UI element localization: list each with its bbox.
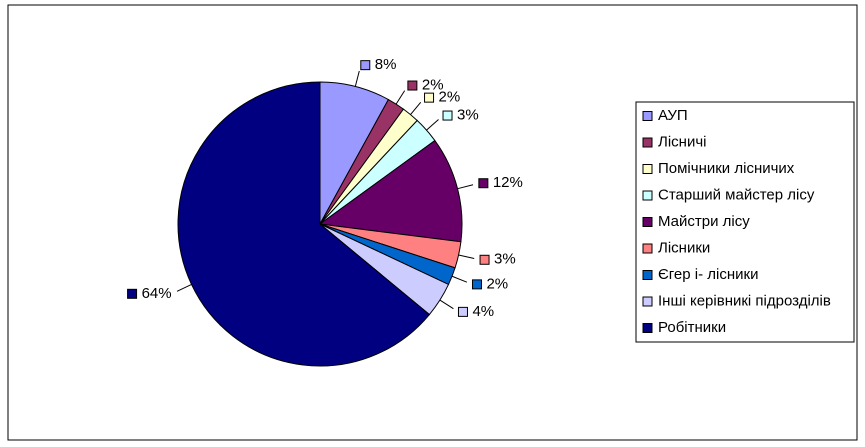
pie-slice	[318, 139, 463, 243]
legend-marker	[642, 190, 653, 201]
legend-marker	[642, 217, 653, 227]
legend-label: Лісники	[658, 239, 710, 256]
legend-label: Робітники	[658, 319, 726, 336]
data-label: 3%	[494, 251, 516, 268]
leader-line	[426, 119, 439, 131]
label-marker	[457, 306, 468, 317]
label-marker	[424, 92, 435, 103]
data-label: 2%	[439, 89, 461, 106]
legend-marker	[642, 137, 653, 148]
label-marker	[407, 80, 418, 91]
leader-line	[410, 101, 422, 115]
leader-line	[395, 90, 406, 105]
legend-marker	[642, 323, 653, 333]
data-label: 3%	[457, 107, 479, 124]
legend-box	[635, 101, 855, 343]
data-label: 2%	[486, 275, 508, 292]
legend-marker	[642, 164, 653, 174]
legend-label: Старший майстер лісу	[658, 186, 815, 203]
label-marker	[471, 279, 482, 290]
label-marker	[127, 288, 138, 299]
leader-line	[439, 299, 454, 310]
legend-marker	[642, 296, 653, 307]
data-label: 8%	[375, 56, 397, 73]
label-marker	[442, 110, 453, 121]
legend-label: АУП	[658, 107, 688, 124]
leader-line	[458, 254, 475, 259]
legend-label: Єгер і- лісники	[658, 266, 758, 283]
legend-marker	[642, 270, 653, 280]
leader-line	[457, 184, 474, 190]
legend-label: Лісничі	[658, 133, 707, 150]
legend-label: Майстри лісу	[658, 213, 750, 230]
leader-line	[354, 70, 360, 87]
data-label: 2%	[422, 76, 444, 93]
leader-line	[176, 284, 192, 292]
leader-line	[451, 275, 468, 283]
data-label: 4%	[472, 303, 494, 320]
data-label: 12%	[493, 174, 523, 191]
label-marker	[360, 60, 371, 71]
legend-marker	[642, 111, 653, 121]
label-marker	[478, 178, 489, 189]
data-label: 64%	[142, 285, 172, 302]
legend-label: Інші керівникі підрозділів	[658, 292, 831, 309]
legend-marker	[642, 243, 653, 254]
label-marker	[479, 254, 490, 265]
legend-label: Помічники лісничих	[658, 160, 795, 177]
